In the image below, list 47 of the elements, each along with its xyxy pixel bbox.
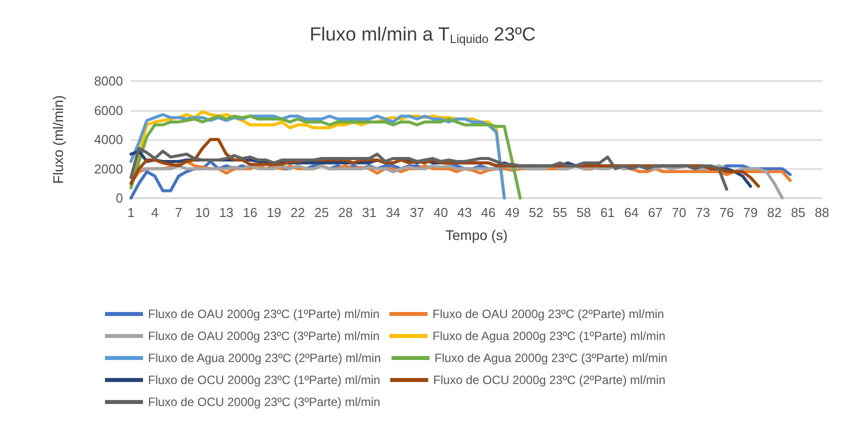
y-tick-label: 8000	[94, 74, 123, 88]
x-tick-label: 52	[528, 205, 544, 220]
x-axis-title: Tempo (s)	[445, 227, 508, 243]
x-tick-label: 22	[290, 205, 306, 220]
x-tick-label: 19	[266, 205, 282, 220]
x-tick-label: 76	[719, 205, 734, 220]
y-axis-title: Fluxo (ml/min)	[50, 95, 66, 184]
x-tick-label: 55	[552, 205, 568, 220]
x-tick-label: 67	[648, 205, 662, 220]
x-tick-label: 13	[219, 205, 234, 220]
x-tick-label: 40	[434, 205, 448, 220]
x-tick-label: 64	[624, 205, 639, 220]
legend-label: Fluxo de OCU 2000g 23ºC (1ºParte) ml/min	[148, 373, 380, 387]
legend-label: Fluxo de Agua 2000g 23ºC (2ºParte) ml/min	[148, 351, 381, 365]
x-tick-label: 10	[195, 205, 210, 220]
x-tick-label: 58	[576, 205, 591, 220]
y-tick-label: 4000	[94, 132, 123, 147]
line-series	[130, 146, 728, 191]
x-tick-label: 7	[175, 205, 182, 220]
x-tick-label: 79	[743, 205, 758, 220]
x-tick-label: 28	[338, 205, 353, 220]
x-tick-label: 34	[386, 205, 400, 220]
x-tick-label: 31	[362, 205, 377, 220]
y-tick-label: 6000	[94, 102, 123, 118]
legend-label: Fluxo de Agua 2000g 23ºC (1ºParte) ml/min	[432, 329, 666, 343]
x-tick-label: 4	[151, 205, 158, 220]
x-tick-label: 70	[672, 205, 686, 220]
legend-label: Fluxo de OCU 2000g 23ºC (3ºParte) ml/min	[148, 395, 380, 409]
x-tick-label: 46	[481, 205, 496, 220]
x-tick-label: 88	[814, 205, 830, 220]
legend-label: Fluxo de OAU 2000g 23ºC (2ºParte) ml/min	[432, 307, 664, 321]
x-tick-label: 82	[767, 205, 782, 220]
x-tick-label: 1	[127, 205, 135, 220]
x-tick-label: 43	[457, 205, 472, 220]
x-tick-label: 85	[790, 205, 806, 220]
x-tick-label: 37	[410, 205, 424, 220]
legend-label: Fluxo de OAU 2000g 23ºC (3ºParte) ml/min	[148, 329, 380, 343]
legend-label: Fluxo de Agua 2000g 23ºC (3ºParte) ml/min	[434, 351, 668, 365]
legend-label: Fluxo de OCU 2000g 23ºC (2ºParte) ml/min	[433, 373, 666, 387]
x-tick-label: 49	[505, 205, 520, 220]
x-tick-label: 25	[314, 205, 329, 220]
x-tick-label: 61	[600, 205, 615, 220]
y-tick-label: 2000	[94, 161, 123, 176]
x-tick-label: 73	[696, 205, 710, 220]
legend-label: Fluxo de OAU 2000g 23ºC (1ºParte) ml/min	[148, 307, 380, 321]
y-tick-label: 0	[116, 190, 123, 206]
x-tick-label: 16	[242, 205, 258, 220]
